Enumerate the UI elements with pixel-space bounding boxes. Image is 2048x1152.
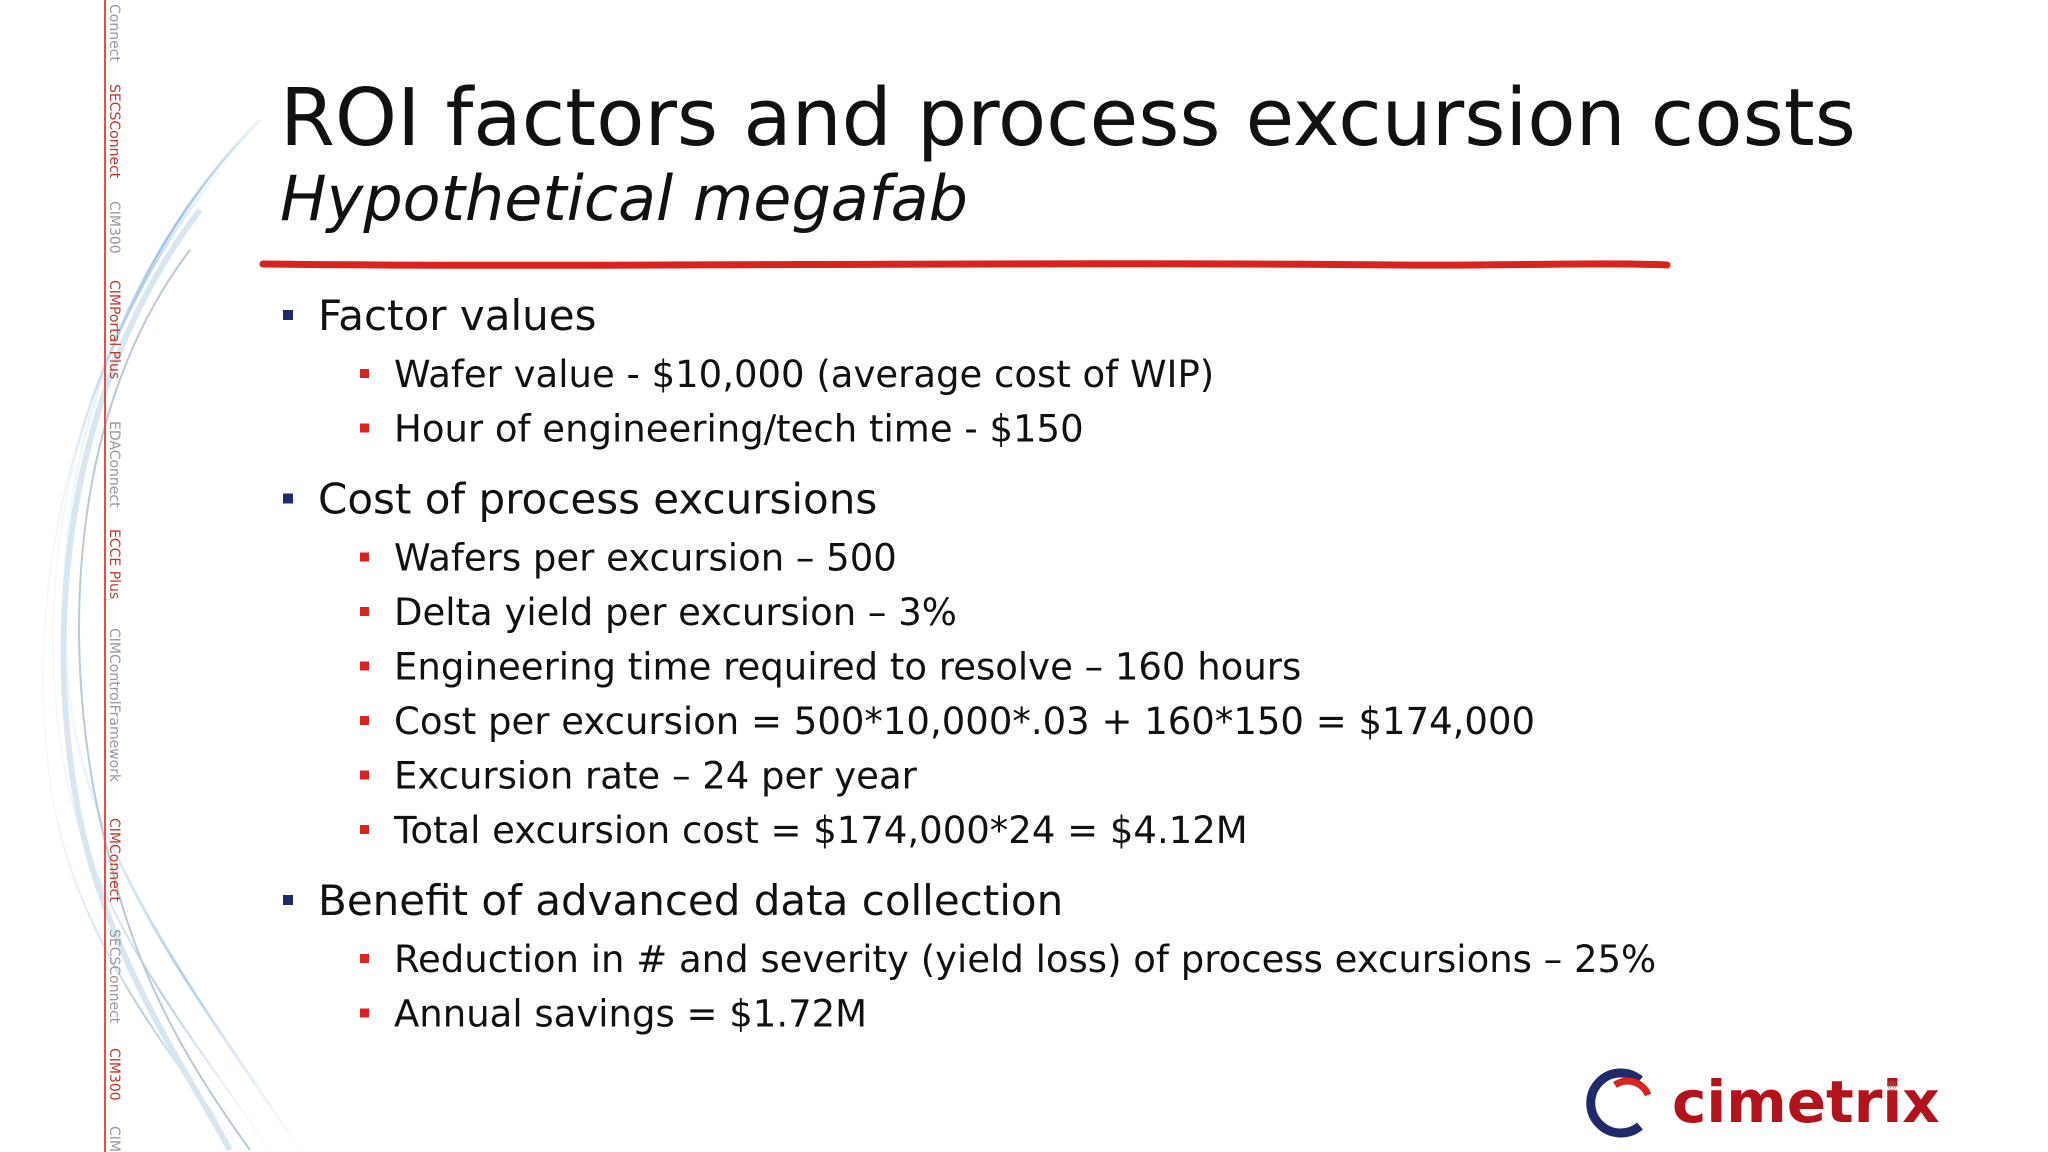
bullet bbox=[283, 895, 293, 905]
logo-icon bbox=[1586, 1068, 1643, 1138]
sub-bullet bbox=[360, 607, 369, 616]
title-underline bbox=[259, 260, 1671, 269]
sub-bullet bbox=[360, 552, 369, 562]
sub-bullet bbox=[360, 661, 369, 671]
side-label: SECSConnect bbox=[106, 84, 122, 179]
side-label: CIM bbox=[106, 1126, 122, 1152]
item: Wafers per excursion – 500 bbox=[394, 537, 897, 580]
bullet-list: Factor values Wafer value - $10,000 (aver… bbox=[283, 291, 1656, 1036]
item: Annual savings = $1.72M bbox=[394, 993, 867, 1036]
side-label: ECCE Plus bbox=[106, 529, 122, 599]
sub-bullet bbox=[360, 369, 369, 378]
logo-text: cimetrix bbox=[1672, 1068, 1940, 1136]
side-label: Connect bbox=[106, 4, 122, 62]
logo-mark: ® bbox=[1886, 1079, 1898, 1093]
section-heading: Factor values bbox=[318, 291, 597, 340]
item: Cost per excursion = 500*10,000*.03 + 16… bbox=[394, 700, 1535, 743]
sub-bullet bbox=[360, 423, 369, 433]
side-label: CIM300 bbox=[106, 201, 122, 254]
side-strip: Connect SECSConnect CIM300 CIMPortal Plus ED… bbox=[106, 4, 122, 1152]
side-label: CIMPortal Plus bbox=[106, 280, 122, 379]
sub-bullet bbox=[360, 1008, 369, 1018]
section-heading: Benefit of advanced data collection bbox=[318, 876, 1063, 925]
item: Delta yield per excursion – 3% bbox=[394, 591, 957, 634]
logo-icon-accent bbox=[1613, 1077, 1652, 1097]
side-label: EDAConnect bbox=[106, 421, 122, 508]
subtitle: Hypothetical megafab bbox=[280, 162, 968, 235]
bullet bbox=[283, 493, 293, 504]
bullet bbox=[283, 310, 293, 320]
side-label: SECSConnect bbox=[106, 929, 122, 1024]
sub-bullet bbox=[360, 770, 369, 780]
decor-waves bbox=[42, 118, 302, 1152]
item: Total excursion cost = $174,000*24 = $4.… bbox=[393, 809, 1248, 852]
section-heading: Cost of process excursions bbox=[318, 475, 877, 524]
logo: cimetrix ® bbox=[1586, 1068, 1940, 1138]
side-label: CIMConnect bbox=[106, 818, 122, 902]
item: Reduction in # and severity (yield loss)… bbox=[394, 938, 1656, 981]
sub-bullet bbox=[360, 716, 369, 725]
side-label: CIMControlFramework bbox=[106, 628, 122, 783]
title: ROI factors and process excursion costs bbox=[280, 72, 1856, 164]
sub-bullet bbox=[360, 825, 369, 834]
side-label: CIM300 bbox=[106, 1048, 122, 1101]
item: Wafer value - $10,000 (average cost of W… bbox=[394, 353, 1214, 396]
item: Engineering time required to resolve – 1… bbox=[394, 646, 1301, 689]
sub-bullet bbox=[360, 954, 369, 963]
item: Excursion rate – 24 per year bbox=[394, 755, 918, 798]
item: Hour of engineering/tech time - $150 bbox=[394, 408, 1084, 451]
